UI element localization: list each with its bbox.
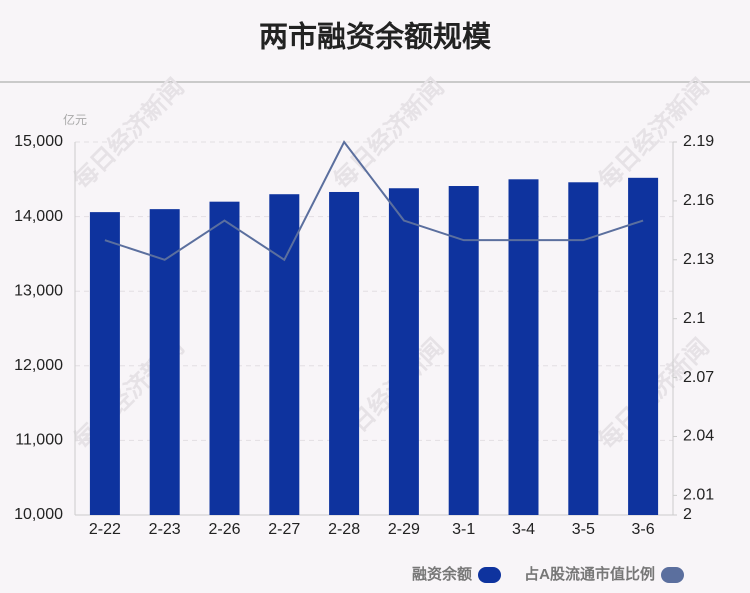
y2-tick-label: 2 [683,506,692,523]
y-unit: 亿元 [63,112,87,127]
bar [508,179,539,516]
x-tick-label: 2-27 [268,521,300,538]
chart-title: 两市融资余额规模 [259,20,492,54]
y2-tick-label: 2.04 [683,428,714,445]
x-tick-label: 2-22 [89,521,121,538]
legend-label: 占A股流通市值比例 [524,565,655,583]
bar [209,201,240,515]
legend-label: 融资余额 [412,565,472,583]
y-tick-label: 14,000 [14,208,63,225]
bar [628,177,659,516]
bar [568,182,599,515]
y2-tick-label: 2.13 [683,251,714,268]
y-tick-label: 10,000 [14,506,63,523]
y2-tick-label: 2.07 [683,369,714,386]
bar [448,186,479,515]
x-tick-label: 3-1 [452,521,475,538]
y2-tick-label: 2.01 [683,487,714,504]
x-tick-label: 3-6 [632,521,655,538]
x-tick-label: 2-29 [388,521,420,538]
bar [89,212,120,515]
bar [269,194,300,515]
y2-tick-label: 2.19 [683,133,714,150]
bar [149,209,180,515]
y-tick-label: 15,000 [14,133,63,150]
y-tick-label: 12,000 [14,357,63,374]
x-tick-label: 2-28 [328,521,360,538]
bar [388,188,419,515]
line [104,140,644,262]
x-tick-label: 3-5 [572,521,595,538]
x-tick-label: 3-4 [512,521,535,538]
y-tick-label: 13,000 [14,282,63,299]
legend-swatch [661,567,684,583]
legend-swatch [478,567,501,583]
y2-tick-label: 2.1 [683,310,705,327]
y-tick-label: 11,000 [15,432,63,449]
bar [329,191,360,515]
x-tick-label: 2-23 [149,521,181,538]
y2-tick-label: 2.16 [683,192,714,209]
x-tick-label: 2-26 [208,521,240,538]
